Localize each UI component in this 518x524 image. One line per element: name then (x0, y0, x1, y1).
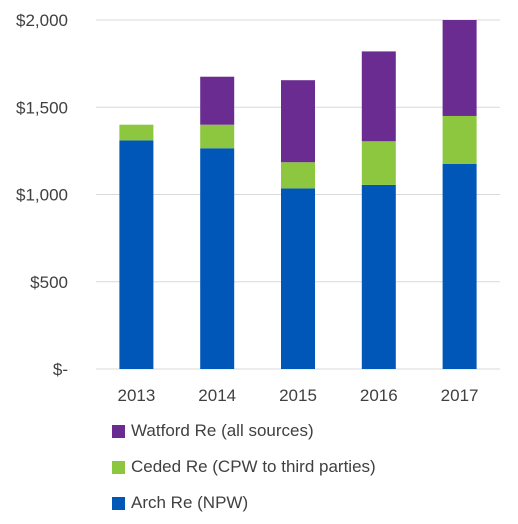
y-tick-label-500: $500 (30, 273, 68, 292)
bar-2016-series-2 (361, 51, 396, 142)
y-tick-label-1000: $1,000 (16, 186, 68, 205)
x-tick-label-2015: 2015 (279, 386, 317, 405)
x-tick-label-2013: 2013 (117, 386, 155, 405)
legend-item-watford: Watford Re (all sources) (112, 418, 512, 444)
legend-swatch-arch (112, 496, 125, 510)
x-tick-label-2017: 2017 (441, 386, 479, 405)
x-tick-label-2014: 2014 (198, 386, 236, 405)
bar-2015-series-2 (281, 80, 315, 163)
bar-2017-series-1 (442, 115, 477, 164)
legend-item-arch: Arch Re (NPW) (112, 490, 512, 516)
bar-2013-series-0 (119, 140, 154, 369)
bar-2015-series-1 (281, 162, 315, 189)
bar-2016-series-0 (361, 184, 396, 369)
legend: Watford Re (all sources) Ceded Re (CPW t… (112, 418, 512, 524)
legend-item-ceded: Ceded Re (CPW to third parties) (112, 454, 512, 480)
bar-2014-series-0 (200, 148, 235, 369)
legend-swatch-watford (112, 424, 125, 438)
x-tick-label-2016: 2016 (360, 386, 398, 405)
bar-2016-series-1 (361, 141, 396, 185)
bar-2014-series-1 (200, 124, 235, 149)
bar-2017-series-0 (442, 163, 477, 369)
bar-2013-series-1 (119, 124, 154, 141)
bar-2017-series-2 (442, 20, 477, 116)
bar-2015-series-0 (281, 188, 315, 369)
legend-swatch-ceded (112, 460, 125, 474)
legend-label-arch: Arch Re (NPW) (131, 493, 249, 512)
legend-label-ceded: Ceded Re (CPW to third parties) (131, 457, 376, 476)
legend-label-watford: Watford Re (all sources) (131, 421, 314, 440)
bar-2014-series-2 (200, 76, 235, 125)
y-tick-label-0: $- (53, 360, 68, 379)
y-tick-label-2000: $2,000 (16, 11, 68, 30)
y-tick-label-1500: $1,500 (16, 98, 68, 117)
